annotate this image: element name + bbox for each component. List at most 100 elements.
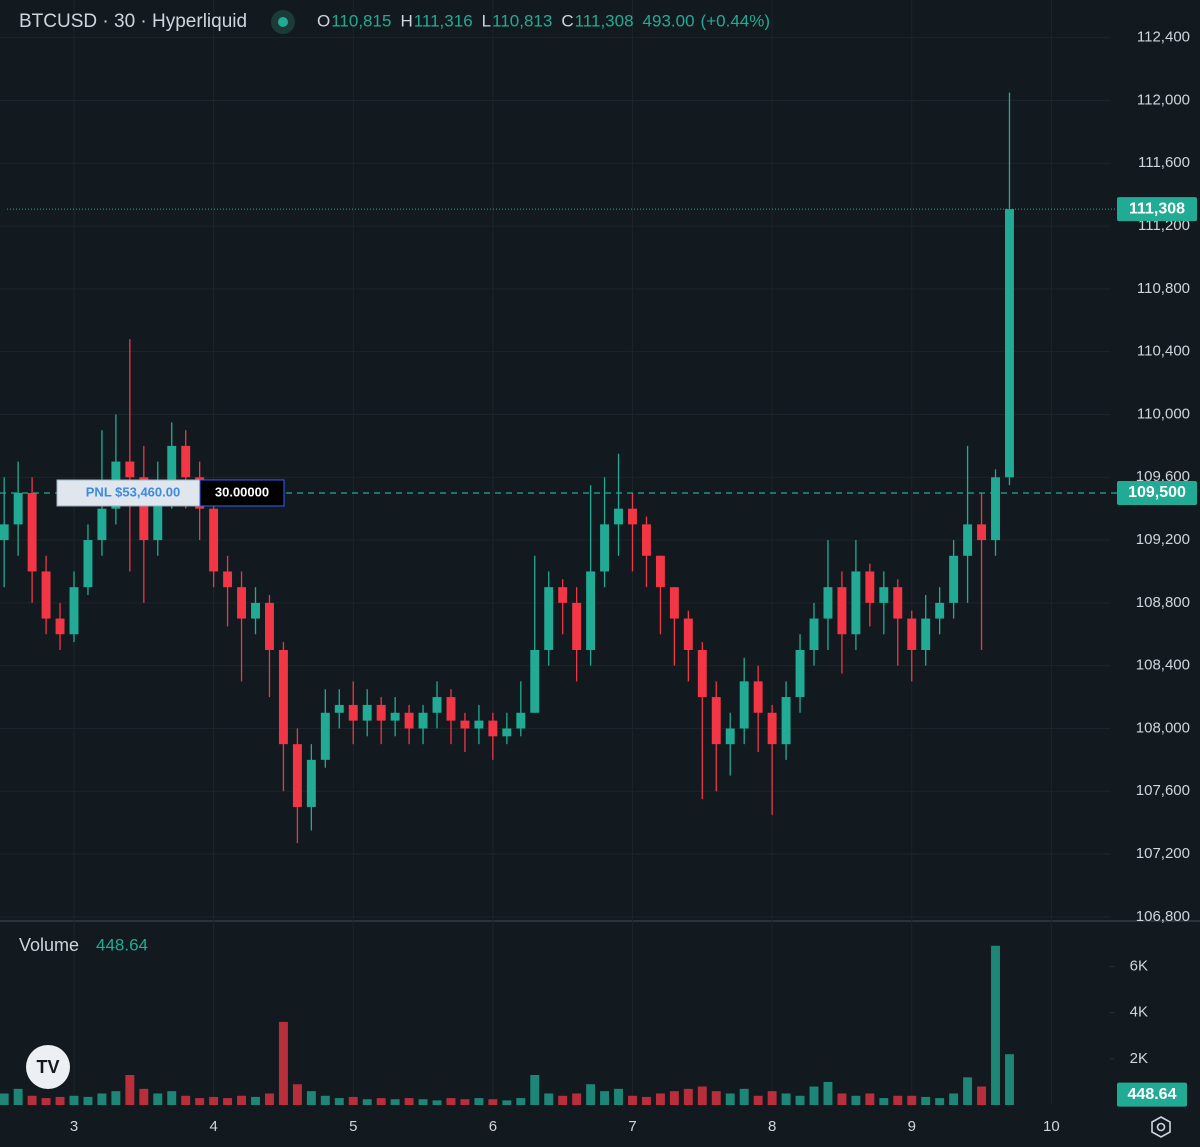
candle-body <box>237 587 247 619</box>
candle-body <box>376 704 386 721</box>
volume-bar <box>348 1096 358 1105</box>
candle-body <box>935 602 945 619</box>
volume-bar <box>390 1099 400 1105</box>
volume-bar <box>97 1093 107 1105</box>
overlays: 106,800 107,200 107,600 108,000 108,400 108,8… <box>0 29 1197 1135</box>
volume-bar <box>991 945 1000 1105</box>
volume-bar <box>516 1098 526 1105</box>
volume-bar <box>893 1095 903 1105</box>
volume-bar <box>614 1088 623 1105</box>
candle-body <box>488 720 498 737</box>
volume-bar <box>935 1098 945 1105</box>
volume-bar <box>237 1095 247 1105</box>
last-price-box <box>1117 197 1197 222</box>
y-tick-label: 111,600 <box>1138 154 1190 171</box>
last-price-label: 111,308 <box>1129 200 1185 217</box>
size-box <box>199 479 285 507</box>
volume-bar <box>795 1095 805 1105</box>
candle-body <box>614 508 623 525</box>
volume-bar <box>1005 1054 1014 1105</box>
volume-bar <box>977 1086 987 1105</box>
ohlc-label: C <box>561 11 573 30</box>
volume-bar <box>641 1096 651 1105</box>
candle-body <box>739 681 749 729</box>
settings-icon[interactable] <box>1151 1116 1171 1138</box>
candle-body <box>781 697 791 745</box>
volume-bar <box>223 1098 233 1105</box>
candle-body <box>837 587 847 635</box>
candle-body <box>893 587 903 619</box>
volume-bar <box>111 1091 121 1105</box>
volume-bar <box>655 1093 665 1105</box>
x-tick-label: 4 <box>209 1118 217 1135</box>
volume-bar <box>851 1095 861 1105</box>
volume-bar <box>921 1096 931 1105</box>
ohlc-value: 110,815 <box>331 11 391 30</box>
y-tick-label: 112,000 <box>1137 91 1190 108</box>
pnl-label: PNL $53,460.00 <box>86 484 180 499</box>
candle-body <box>516 712 526 729</box>
position-price-label: 109,500 <box>1128 484 1186 501</box>
y-tick-label: 106,800 <box>1136 908 1190 925</box>
x-tick-label: 5 <box>349 1118 357 1135</box>
volume-bar <box>767 1091 777 1105</box>
volume-tick-label: 2K <box>1130 1050 1148 1067</box>
candle-body <box>446 697 456 721</box>
volume-bar <box>683 1088 693 1105</box>
volume-bar <box>153 1093 163 1105</box>
volume-bar <box>362 1099 372 1105</box>
volume-bar <box>195 1098 205 1105</box>
candle-body <box>600 524 610 572</box>
candle-body <box>921 618 931 650</box>
y-tick-label: 110,400 <box>1137 343 1190 360</box>
candle-body <box>865 571 875 603</box>
volume-bar <box>167 1091 177 1105</box>
volume-bar <box>502 1100 512 1105</box>
x-tick-label: 8 <box>768 1118 776 1135</box>
volume-bar <box>27 1095 37 1105</box>
change-percent: (+0.44%) <box>701 11 770 30</box>
volume-bar <box>13 1088 23 1105</box>
candle-body <box>251 602 260 619</box>
volume-bar <box>669 1091 679 1105</box>
candle-body <box>963 524 973 556</box>
y-tick-label: 110,800 <box>1137 280 1190 297</box>
candle-body <box>949 555 959 603</box>
volume-title: Volume <box>19 935 79 955</box>
candle-body <box>348 704 358 721</box>
candle-body <box>572 602 582 650</box>
candle-body <box>977 524 987 541</box>
candle-body <box>474 720 484 729</box>
candle-body <box>460 720 470 729</box>
candle-body <box>167 445 177 493</box>
volume-bar <box>711 1091 721 1105</box>
svg-text:TV: TV <box>36 1057 59 1077</box>
y-tick-label: 108,400 <box>1136 657 1190 674</box>
candle-body <box>27 492 37 572</box>
candle-body <box>153 492 163 541</box>
x-tick-label: 6 <box>489 1118 497 1135</box>
pnl-box <box>56 479 201 507</box>
candle-body <box>13 492 23 525</box>
candle-body <box>502 728 512 737</box>
y-tick-label: 107,600 <box>1136 782 1190 799</box>
ohlc-label: L <box>482 11 491 30</box>
volume-bar <box>334 1098 344 1105</box>
candle-body <box>125 461 135 478</box>
candle-body <box>544 587 554 650</box>
candle-body <box>697 649 707 698</box>
candle-body <box>809 618 819 650</box>
y-tick-label: 112,400 <box>1137 29 1190 46</box>
grid <box>0 0 1114 1105</box>
volume-bar <box>432 1100 442 1105</box>
volume-bar <box>600 1091 610 1105</box>
position-price-box <box>1117 480 1197 505</box>
volume-bar <box>781 1093 791 1105</box>
ohlc-value: 111,316 <box>414 11 473 30</box>
candle-body <box>418 712 428 729</box>
candle-body <box>265 602 274 650</box>
volume-bar <box>83 1096 93 1105</box>
volume-bar <box>404 1098 414 1105</box>
